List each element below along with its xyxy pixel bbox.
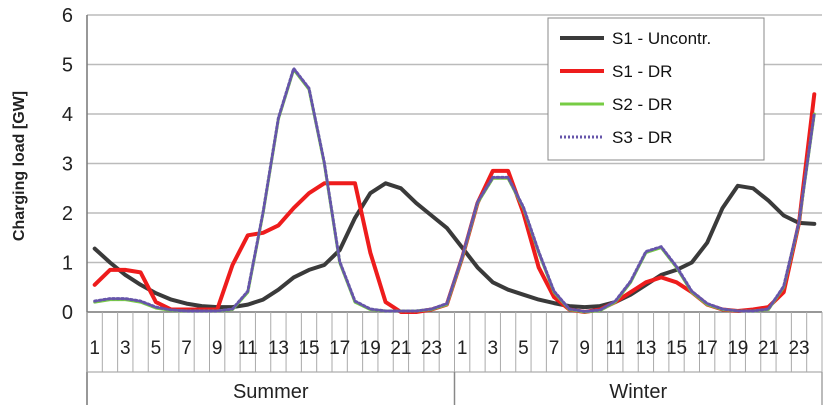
x-tick-label: 23 — [788, 338, 809, 359]
x-tick-label: 15 — [298, 338, 319, 359]
x-tick-label: 5 — [518, 338, 529, 359]
x-tick-label: 19 — [727, 338, 748, 359]
legend: S1 - Uncontr. S1 - DR S2 - DR S3 - DR — [547, 17, 765, 161]
y-tick-label: 1 — [62, 253, 73, 275]
legend-label-s1-uncontr: S1 - Uncontr. — [612, 29, 711, 48]
x-tick-label: 15 — [666, 338, 687, 359]
y-tick-label: 5 — [62, 55, 73, 77]
x-tick-label: 17 — [329, 338, 350, 359]
y-tick-label: 4 — [62, 104, 73, 126]
y-tick-label: 6 — [62, 5, 73, 27]
x-tick-label: 17 — [697, 338, 718, 359]
y-tick-labels: 0 1 2 3 4 5 6 — [62, 5, 73, 324]
x-tick-label: 23 — [421, 338, 442, 359]
y-axis-title: Charging load [GW] — [11, 91, 28, 241]
x-group-labels: Summer Winter — [233, 372, 667, 405]
group-label: Winter — [609, 381, 667, 403]
x-tick-label: 1 — [89, 338, 100, 359]
x-tick-label: 19 — [360, 338, 381, 359]
x-tick-labels: 1 3 5 7 9 11 13 15 17 19 21 23 1 3 5 7 9 11 13 15 17 19 21 23 — [89, 338, 809, 359]
data-series — [92, 67, 817, 314]
grid-lines — [87, 14, 822, 264]
x-tick-label: 1 — [457, 338, 468, 359]
x-tick-label: 13 — [268, 338, 289, 359]
x-tick-label: 7 — [181, 338, 192, 359]
x-tick-label: 5 — [151, 338, 162, 359]
x-tick-label: 11 — [605, 338, 625, 359]
axes — [86, 15, 823, 405]
x-tick-label: 21 — [390, 338, 411, 359]
x-tick-label: 7 — [549, 338, 560, 359]
y-tick-label: 3 — [62, 154, 73, 176]
x-tick-label: 9 — [579, 338, 590, 359]
series-line-s3-dr — [93, 67, 816, 313]
x-tick-label: 9 — [212, 338, 223, 359]
x-tick-label: 3 — [487, 338, 498, 359]
group-label: Summer — [233, 381, 309, 403]
series-line-s1-uncontr — [92, 181, 817, 310]
y-tick-label: 0 — [62, 302, 73, 324]
legend-label-s1-dr: S1 - DR — [612, 62, 672, 81]
x-tick-label: 11 — [238, 338, 258, 359]
x-tick-label: 21 — [758, 338, 779, 359]
legend-label-s3-dr: S3 - DR — [612, 128, 672, 147]
x-tick-label: 13 — [635, 338, 656, 359]
x-tick-label: 3 — [120, 338, 131, 359]
legend-label-s2-dr: S2 - DR — [612, 95, 672, 114]
y-tick-label: 2 — [62, 203, 73, 225]
